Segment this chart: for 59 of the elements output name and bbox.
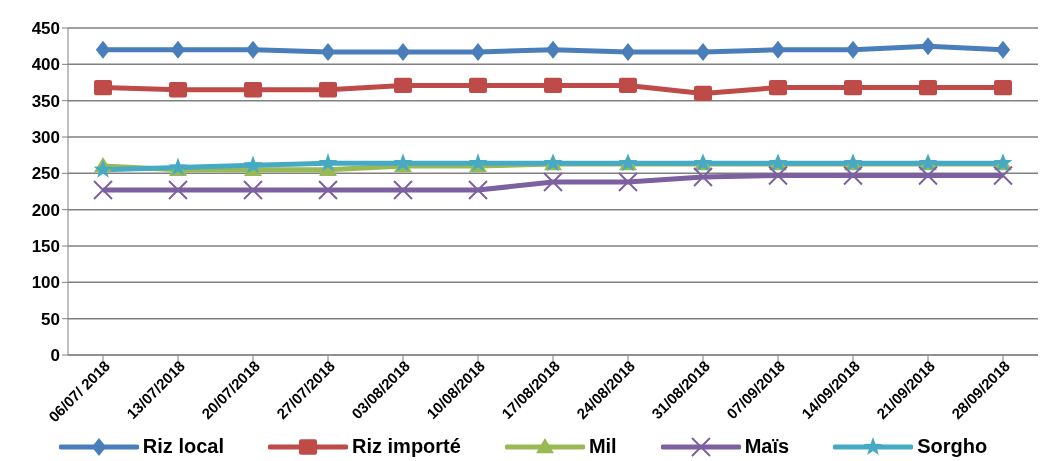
point	[243, 180, 263, 201]
point	[318, 153, 338, 172]
point	[844, 79, 862, 96]
point	[768, 165, 788, 186]
point	[693, 166, 713, 187]
point	[770, 40, 786, 59]
point	[618, 172, 638, 193]
point	[170, 40, 186, 59]
point	[769, 79, 787, 96]
y-tick-label: 400	[31, 55, 60, 75]
point	[995, 40, 1011, 59]
point	[393, 153, 413, 172]
point	[469, 77, 487, 94]
point	[843, 165, 863, 186]
y-tick-label: 300	[31, 128, 60, 148]
point	[994, 79, 1012, 96]
point	[95, 40, 111, 59]
point	[394, 77, 412, 94]
y-tick-label: 0	[50, 346, 60, 366]
point	[319, 82, 337, 98]
point	[169, 82, 187, 98]
y-tick-label: 350	[31, 91, 60, 111]
legend-label: Riz local	[142, 435, 224, 458]
point	[620, 42, 636, 61]
y-tick-label: 250	[31, 164, 60, 184]
point	[244, 82, 262, 98]
point	[93, 180, 113, 201]
y-tick-label: 150	[31, 237, 60, 257]
point	[470, 42, 486, 61]
point	[918, 165, 938, 186]
point	[919, 79, 937, 96]
point	[545, 40, 561, 59]
point	[393, 180, 413, 201]
y-tick-label: 450	[31, 19, 60, 39]
point	[544, 77, 562, 94]
point	[93, 159, 113, 178]
y-tick-label: 200	[31, 200, 60, 220]
legend-label: Maïs	[744, 435, 790, 458]
legend-label: Mil	[588, 435, 617, 458]
point	[168, 180, 188, 201]
point	[468, 153, 488, 172]
point	[395, 42, 411, 61]
point	[845, 40, 861, 59]
point	[245, 40, 261, 59]
point	[320, 42, 336, 61]
point	[94, 79, 112, 96]
point	[993, 165, 1013, 186]
point	[695, 42, 711, 61]
point	[543, 172, 563, 193]
legend-label: Sorgho	[917, 435, 988, 458]
y-tick-label: 100	[31, 273, 60, 293]
point	[468, 180, 488, 201]
point	[318, 180, 338, 201]
point	[619, 77, 637, 94]
point	[920, 37, 936, 56]
point	[694, 85, 712, 102]
legend-label: Riz importé	[351, 435, 461, 458]
y-tick-label: 50	[41, 309, 60, 329]
point	[243, 155, 263, 174]
